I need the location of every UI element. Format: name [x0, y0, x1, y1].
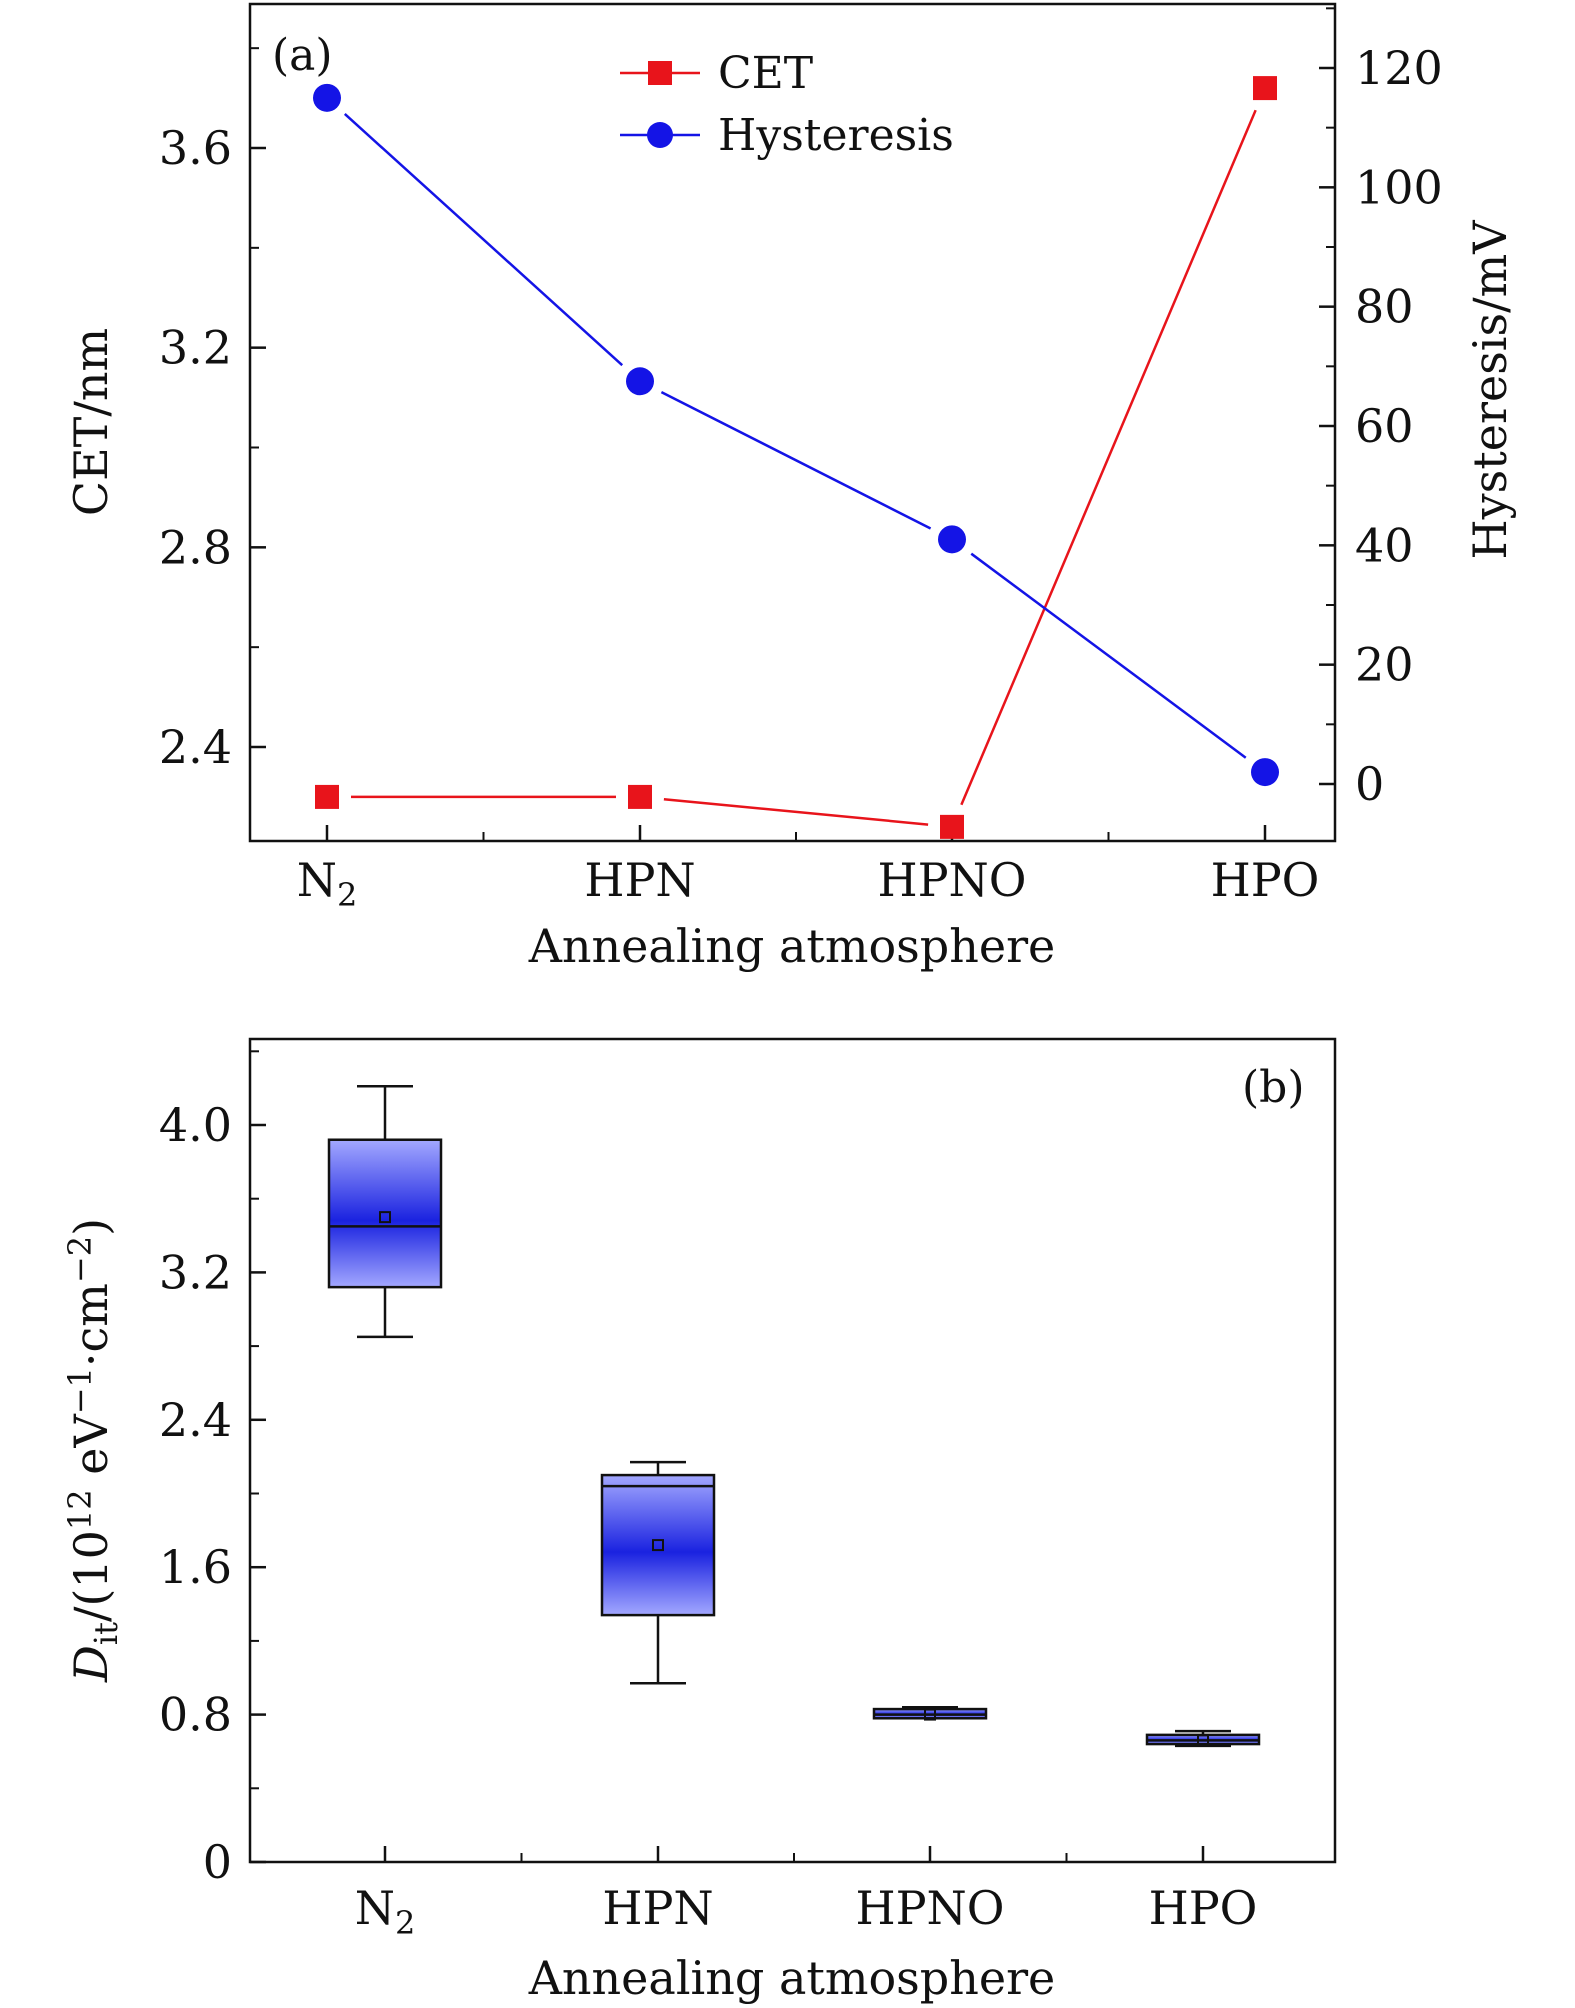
box-mean-marker	[924, 1708, 936, 1721]
series-hysteresis-segment	[343, 113, 624, 367]
series-cet-segment	[663, 797, 929, 826]
panel-a-label: (a)	[272, 30, 333, 81]
panel-a-y-left-tick-label: 2.8	[159, 520, 232, 574]
panel-a-y-right-tick-label: 20	[1355, 638, 1414, 692]
series-hysteresis-point	[626, 367, 654, 396]
panel-b-y-title-open: /(10	[64, 1530, 118, 1622]
legend-cet-label: CET	[718, 48, 813, 99]
panel-b-frame	[248, 1037, 1337, 1864]
panel-b-y-title-sub: it	[87, 1622, 125, 1645]
legend-hysteresis-marker	[647, 122, 673, 148]
box-body	[600, 1473, 716, 1617]
box-mean-marker	[1197, 1734, 1209, 1747]
panel-a-x-tick-label: HPN	[584, 853, 695, 907]
panel-b-y-tick-label: 1.6	[159, 1540, 232, 1594]
panel-b-y-tick-label: 2.4	[159, 1393, 232, 1447]
legend-hysteresis-label: Hysteresis	[718, 110, 954, 161]
box-hpno	[872, 1705, 988, 1721]
panel-b-y-tick-label: 4.0	[159, 1098, 232, 1152]
panel-b-y-tick-label: 0.8	[159, 1688, 232, 1742]
panel-b-y-title-exp3: −2	[61, 1236, 99, 1283]
series-hysteresis-point	[1251, 758, 1279, 787]
series-cet-point	[940, 814, 964, 839]
panel-b-y-title-mid: eV	[64, 1414, 118, 1490]
panel-a-y-right-tick-label: 80	[1355, 280, 1414, 334]
panel-b-y-tick-label: 0	[203, 1835, 232, 1889]
series-cet-point	[628, 784, 652, 809]
panel-b-x-tick-label: HPNO	[855, 1881, 1004, 1935]
panel-b-chart: 0 0.8 1.6 2.4 3.2 4.0 N2 HPN HPNO HPO (b) Dit/(10…	[61, 1037, 1337, 2005]
panel-a-series-lines	[343, 109, 1257, 826]
series-hysteresis-segment	[660, 390, 932, 530]
panel-a-y-left-tick-label: 3.2	[159, 321, 232, 375]
series-cet-point	[315, 784, 339, 809]
series-cet-point	[1253, 76, 1277, 101]
panel-b-y-title-close: )	[64, 1218, 118, 1236]
panel-a-y-left-tick-label: 2.4	[159, 720, 232, 774]
panel-b-y-title-tail: ·cm	[64, 1283, 118, 1367]
panel-b-label: (b)	[1242, 1062, 1305, 1113]
panel-a-x-tick-label: HPO	[1211, 853, 1320, 907]
panel-a-y-left-tick-label: 3.6	[159, 121, 232, 175]
box-hpo	[1145, 1729, 1261, 1748]
panel-b-x-tick-label: N2	[355, 1881, 416, 1942]
panel-a-y-left-title: CET/nm	[64, 328, 118, 516]
panel-a-y-right-tick-label: 100	[1355, 160, 1443, 214]
panel-b-y-title-exp2: −1	[61, 1367, 99, 1414]
series-hysteresis-segment	[970, 552, 1247, 759]
panel-b-ticks: 0 0.8 1.6 2.4 3.2 4.0 N2 HPN HPNO HPO	[159, 1050, 1258, 1942]
series-hysteresis-point	[313, 83, 341, 112]
panel-b-y-title: Dit/(1012 eV−1·cm−2)	[61, 1218, 125, 1683]
panel-a-y-right-tick-label: 60	[1355, 399, 1414, 453]
legend-cet-marker	[648, 61, 672, 85]
panel-a-y-right-tick-label: 120	[1355, 41, 1443, 95]
panel-b-y-tick-label: 3.2	[159, 1245, 232, 1299]
box-n2	[327, 1085, 443, 1339]
panel-a-y-right-tick-label: 0	[1355, 757, 1384, 811]
panel-b-x-title: Annealing atmosphere	[528, 1951, 1056, 2005]
panel-a-legend: CET Hysteresis	[620, 48, 954, 161]
panel-b-boxes	[327, 1085, 1261, 1748]
box-mean-marker	[379, 1211, 391, 1224]
panel-a-y-right-title: Hysteresis/mV	[1463, 220, 1517, 560]
panel-a-x-title: Annealing atmosphere	[528, 919, 1056, 973]
series-cet-segment	[960, 109, 1257, 806]
panel-b-y-title-symbol: D	[64, 1645, 118, 1683]
panel-a-y-right-tick-label: 40	[1355, 518, 1414, 572]
panel-b-y-title-exp1: 12	[61, 1489, 99, 1530]
series-hysteresis-point	[938, 525, 966, 554]
panel-b-x-tick-label: HPN	[602, 1881, 713, 1935]
panel-b-x-tick-label: HPO	[1149, 1881, 1258, 1935]
box-mean-marker	[652, 1539, 664, 1552]
panel-a-frame	[248, 2, 1337, 843]
panel-a-x-tick-label: HPNO	[877, 853, 1026, 907]
box-hpn	[600, 1460, 716, 1685]
panel-a-ticks: 2.4 2.8 3.2 3.6 0 20 40 60 80 100 120 N2 HPN HPNO HPO	[159, 7, 1443, 914]
box-body	[327, 1138, 443, 1289]
panel-a-markers	[313, 76, 1279, 839]
panel-a-x-tick-label: N2	[297, 853, 358, 914]
